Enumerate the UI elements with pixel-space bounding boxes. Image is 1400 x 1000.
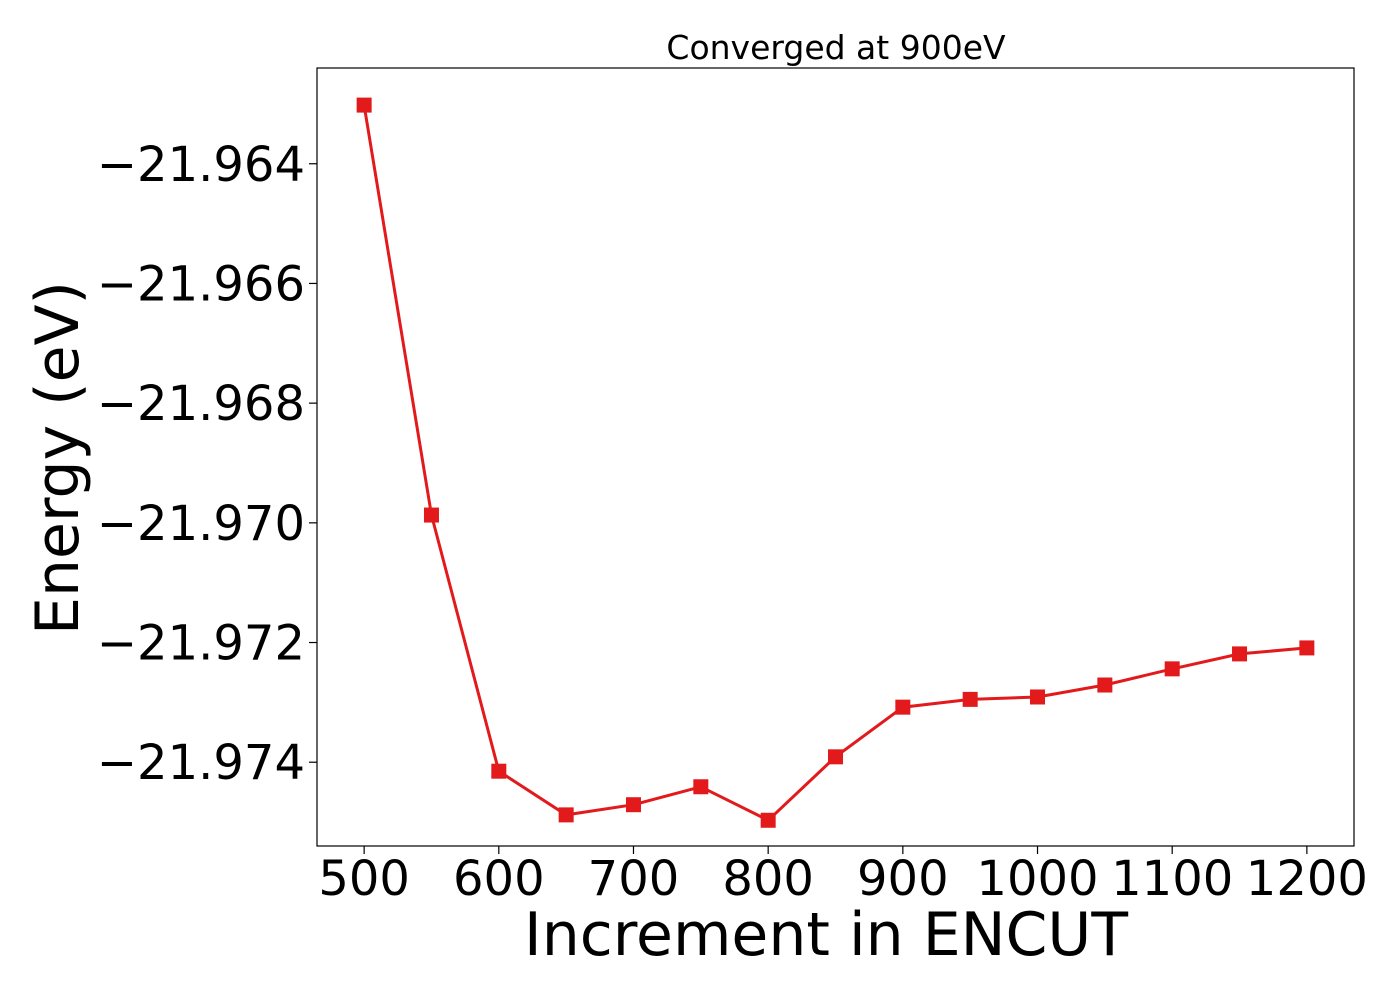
data-point <box>1030 689 1046 705</box>
series-line <box>362 104 1308 823</box>
data-point <box>491 763 507 779</box>
x-tick-label: 1200 <box>1246 851 1368 907</box>
x-tick-label: 800 <box>722 851 814 907</box>
data-point <box>693 779 709 795</box>
data-point <box>895 699 911 715</box>
x-axis-label: Increment in ENCUT <box>524 900 1128 970</box>
x-tick-label: 700 <box>588 851 680 907</box>
chart-title: Converged at 900eV <box>666 28 1006 67</box>
data-point <box>423 507 439 523</box>
y-tick-label: −21.970 <box>97 496 305 552</box>
data-point <box>558 807 574 823</box>
data-point <box>760 812 776 828</box>
y-tick-label: −21.964 <box>97 137 305 193</box>
y-axis: −21.964 −21.966 −21.968 −21.970 −21.972 −21.9… <box>97 137 317 791</box>
y-tick-label: −21.972 <box>97 616 305 672</box>
x-axis: 500 600 700 800 900 1000 1100 1200 <box>318 846 1368 907</box>
data-point <box>356 97 372 113</box>
x-tick-label: 1100 <box>1111 851 1233 907</box>
data-point <box>625 797 641 813</box>
plot-area <box>356 97 1315 828</box>
y-tick-label: −21.968 <box>97 376 305 432</box>
x-tick-label: 900 <box>857 851 949 907</box>
y-tick-label: −21.974 <box>97 735 305 791</box>
data-point <box>962 691 978 707</box>
data-point <box>1299 640 1315 656</box>
y-tick-label: −21.966 <box>97 256 305 312</box>
data-point <box>1232 646 1248 662</box>
y-axis-label: Energy (eV) <box>23 281 93 635</box>
x-tick-label: 1000 <box>976 851 1098 907</box>
x-tick-label: 600 <box>453 851 545 907</box>
data-point <box>828 749 843 765</box>
data-point <box>1097 677 1113 693</box>
x-tick-label: 500 <box>318 851 410 907</box>
data-point <box>1164 661 1180 677</box>
plot-frame <box>316 67 1355 847</box>
